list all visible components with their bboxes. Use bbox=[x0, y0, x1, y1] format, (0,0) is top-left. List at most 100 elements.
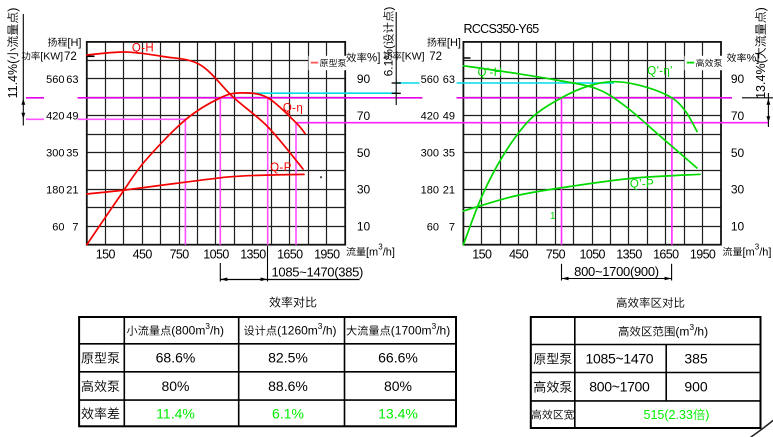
svg-text:): ) bbox=[705, 408, 709, 422]
svg-text:70: 70 bbox=[731, 109, 745, 123]
svg-text:13.4%: 13.4% bbox=[378, 405, 418, 421]
svg-text:RCCS350-Y65: RCCS350-Y65 bbox=[464, 22, 540, 36]
svg-text:%]: %] bbox=[367, 53, 380, 65]
svg-text:1085~1470(385): 1085~1470(385) bbox=[272, 264, 364, 279]
svg-text:90: 90 bbox=[357, 72, 371, 86]
svg-text:6.1%: 6.1% bbox=[272, 405, 304, 421]
svg-text:1950: 1950 bbox=[314, 248, 340, 262]
svg-text:[H]: [H] bbox=[447, 37, 461, 49]
svg-text:800~1700(900): 800~1700(900) bbox=[574, 264, 659, 279]
svg-text:66.6%: 66.6% bbox=[378, 350, 418, 366]
svg-text:3: 3 bbox=[318, 321, 323, 331]
svg-text:1050: 1050 bbox=[203, 248, 229, 262]
svg-text:(800m: (800m bbox=[171, 324, 205, 338]
svg-text:80%: 80% bbox=[384, 378, 412, 394]
svg-text:/h]: /h] bbox=[759, 246, 771, 258]
svg-text:49: 49 bbox=[66, 111, 78, 123]
svg-text:49: 49 bbox=[443, 111, 455, 123]
svg-text:1650: 1650 bbox=[277, 248, 303, 262]
svg-text:11.4%(: 11.4%( bbox=[6, 59, 20, 99]
svg-text:(1260m: (1260m bbox=[277, 324, 318, 338]
svg-text:180: 180 bbox=[46, 185, 64, 197]
svg-text:1950: 1950 bbox=[690, 248, 716, 262]
svg-text:3: 3 bbox=[689, 322, 694, 332]
svg-text:82.5%: 82.5% bbox=[268, 350, 308, 366]
svg-text:150: 150 bbox=[96, 248, 116, 262]
svg-text:/h]: /h] bbox=[383, 246, 395, 258]
svg-text:35: 35 bbox=[66, 148, 78, 160]
svg-text:72: 72 bbox=[429, 51, 442, 63]
svg-text:11.4%: 11.4% bbox=[156, 405, 195, 421]
svg-text:/h): /h) bbox=[210, 324, 224, 338]
svg-text:21: 21 bbox=[66, 185, 78, 197]
svg-text:7: 7 bbox=[72, 221, 78, 233]
svg-text:/h): /h) bbox=[436, 324, 450, 338]
svg-text:72: 72 bbox=[64, 51, 77, 63]
svg-text:Q'-η': Q'-η' bbox=[647, 66, 673, 78]
svg-text:560: 560 bbox=[46, 74, 64, 86]
svg-text:63: 63 bbox=[443, 74, 455, 86]
svg-text:80%: 80% bbox=[161, 378, 189, 394]
svg-text:/h): /h) bbox=[694, 325, 708, 339]
svg-text:[m: [m bbox=[366, 246, 378, 258]
svg-text:3: 3 bbox=[378, 243, 383, 252]
svg-text:180: 180 bbox=[421, 185, 439, 197]
svg-text:560: 560 bbox=[421, 74, 439, 86]
svg-text:50: 50 bbox=[357, 146, 371, 160]
svg-text:750: 750 bbox=[170, 248, 190, 262]
svg-text:60: 60 bbox=[427, 221, 439, 233]
svg-text:7: 7 bbox=[449, 221, 455, 233]
svg-text:900: 900 bbox=[684, 379, 708, 395]
svg-text:): ) bbox=[6, 8, 20, 12]
svg-text:Q-P: Q-P bbox=[270, 162, 292, 174]
svg-text:800~1700: 800~1700 bbox=[589, 379, 650, 395]
svg-text:21: 21 bbox=[443, 185, 455, 197]
svg-text:420: 420 bbox=[46, 111, 64, 123]
svg-text:1350: 1350 bbox=[616, 248, 642, 262]
svg-text:1085~1470: 1085~1470 bbox=[586, 351, 654, 367]
svg-text:88.6%: 88.6% bbox=[268, 378, 308, 394]
svg-text:): ) bbox=[382, 7, 396, 11]
svg-text:30: 30 bbox=[731, 183, 745, 197]
svg-text:3: 3 bbox=[205, 321, 210, 331]
svg-text:1050: 1050 bbox=[579, 248, 605, 262]
svg-text:35: 35 bbox=[443, 148, 455, 160]
svg-text:6.1%(: 6.1%( bbox=[382, 45, 396, 76]
svg-text:Q'-H: Q'-H bbox=[478, 67, 503, 79]
svg-text:[m: [m bbox=[743, 246, 755, 258]
svg-text:450: 450 bbox=[509, 248, 529, 262]
svg-text:60: 60 bbox=[52, 221, 64, 233]
svg-text:3: 3 bbox=[432, 321, 437, 331]
svg-text:3: 3 bbox=[755, 243, 760, 252]
svg-text:63: 63 bbox=[66, 74, 78, 86]
svg-text:30: 30 bbox=[357, 183, 371, 197]
svg-text:(m: (m bbox=[675, 325, 689, 339]
svg-text:515(2.33: 515(2.33 bbox=[644, 408, 693, 422]
svg-text:Q-H: Q-H bbox=[132, 43, 154, 55]
svg-text:50: 50 bbox=[731, 146, 745, 160]
svg-text:300: 300 bbox=[421, 148, 439, 160]
svg-text:300: 300 bbox=[46, 148, 64, 160]
svg-text:150: 150 bbox=[472, 248, 492, 262]
svg-text:/h): /h) bbox=[323, 324, 337, 338]
svg-text:10: 10 bbox=[357, 220, 371, 234]
svg-text:Q-η: Q-η bbox=[283, 103, 303, 115]
svg-text:(1700m: (1700m bbox=[391, 324, 432, 338]
svg-text:1350: 1350 bbox=[240, 248, 266, 262]
svg-text:90: 90 bbox=[731, 72, 745, 86]
svg-text:[H]: [H] bbox=[67, 37, 81, 49]
svg-text:): ) bbox=[754, 7, 768, 11]
svg-text:[KW]: [KW] bbox=[402, 51, 425, 63]
svg-text:68.6%: 68.6% bbox=[156, 350, 196, 366]
svg-text:450: 450 bbox=[133, 248, 153, 262]
svg-text:70: 70 bbox=[357, 109, 371, 123]
svg-text:%]: %] bbox=[747, 53, 760, 65]
svg-text:385: 385 bbox=[684, 351, 708, 367]
svg-text:Q'-P: Q'-P bbox=[630, 178, 654, 190]
svg-text:420: 420 bbox=[421, 111, 439, 123]
svg-text:1650: 1650 bbox=[653, 248, 679, 262]
svg-text:[KW]: [KW] bbox=[40, 51, 63, 63]
svg-text:10: 10 bbox=[731, 220, 745, 234]
svg-text:1: 1 bbox=[550, 211, 556, 222]
svg-text:13.4%(: 13.4%( bbox=[754, 58, 768, 98]
